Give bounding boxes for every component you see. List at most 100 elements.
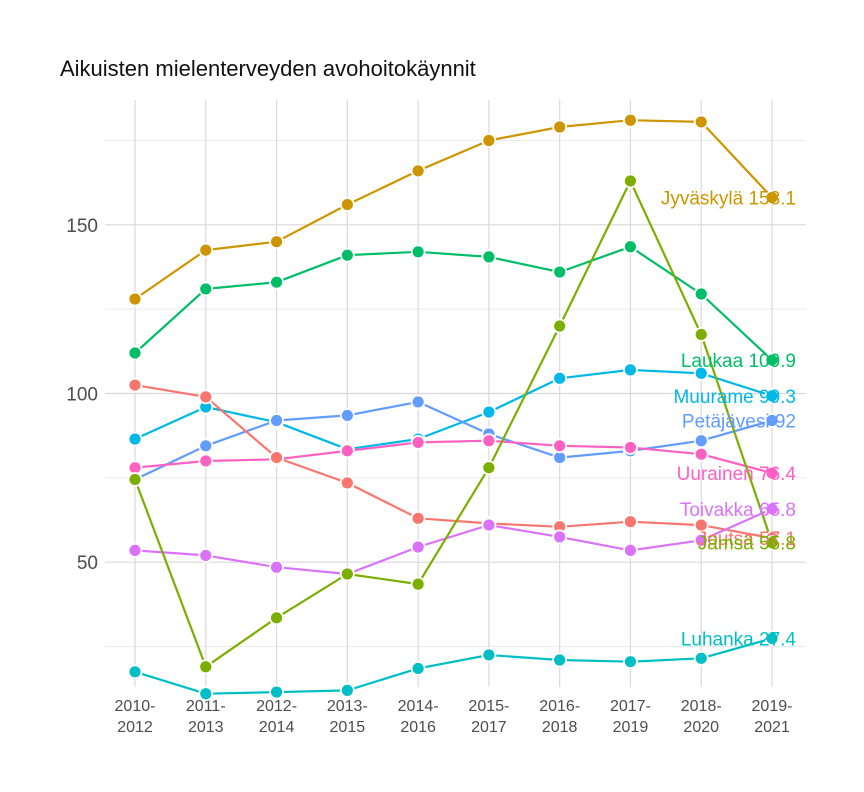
data-point-Jämsä: [269, 610, 284, 626]
data-point-Laukaa: [198, 281, 214, 297]
data-point-Luhanka: [198, 686, 214, 702]
grid: [105, 100, 806, 687]
data-point-Toivakka: [764, 501, 780, 517]
series-end-label: Jämsä 55.8: [698, 534, 796, 555]
series-line-Jämsä: [133, 179, 774, 668]
data-point-Laukaa: [552, 264, 568, 280]
series-line-Uurainen: [134, 439, 773, 475]
data-point-Joutsa: [127, 377, 143, 393]
x-axis: 2010-2012 2011-2013 2012-2014 2013-2015 2014…: [115, 698, 793, 736]
series-line-Jyväskylä: [134, 119, 773, 300]
data-point-Jämsä: [339, 566, 355, 582]
data-point-Luhanka: [552, 652, 568, 668]
x-tick-label: 2016-2018: [539, 698, 580, 736]
series-end-label: Laukaa 109.9: [681, 351, 796, 372]
data-point-Petäjävesi: [198, 438, 214, 454]
data-point-Laukaa: [269, 274, 284, 290]
x-tick-label: 2012-2014: [256, 698, 297, 736]
data-point-Uurainen: [623, 440, 638, 455]
data-point-Laukaa: [481, 249, 497, 265]
series-end-label: Uurainen 76.4: [677, 464, 797, 485]
data-point-Joutsa: [269, 450, 284, 465]
series-line-Toivakka: [134, 507, 773, 576]
data-point-Jämsä: [623, 173, 638, 189]
data-point-Jämsä: [481, 460, 497, 476]
data-point-Joutsa: [410, 510, 426, 526]
data-point-Joutsa: [339, 475, 355, 491]
data-point-Uurainen: [481, 433, 497, 449]
series-points: [127, 112, 780, 702]
data-point-Luhanka: [339, 682, 355, 698]
data-point-Joutsa: [198, 389, 214, 405]
data-point-Jyväskylä: [552, 119, 568, 135]
data-point-Petäjävesi: [269, 413, 284, 428]
data-point-Laukaa: [693, 286, 709, 302]
data-point-Toivakka: [410, 539, 426, 555]
chart-title: Aikuisten mielenterveyden avohoitokäynni…: [60, 56, 476, 81]
y-axis: 50 100 150: [66, 216, 98, 574]
data-point-Muurame: [481, 404, 497, 420]
data-point-Joutsa: [693, 517, 709, 533]
series-end-label: Toivakka 65.8: [680, 500, 796, 521]
x-tick-label: 2019-2021: [752, 698, 793, 736]
data-point-Uurainen: [552, 438, 568, 454]
data-point-Jämsä: [410, 576, 426, 592]
data-point-Toivakka: [693, 532, 709, 548]
data-point-Luhanka: [481, 647, 497, 663]
data-point-Toivakka: [481, 517, 497, 533]
data-point-Toivakka: [198, 548, 214, 563]
data-point-Jämsä: [764, 535, 780, 551]
data-point-Uurainen: [339, 443, 355, 459]
data-point-Luhanka: [410, 661, 426, 676]
data-point-Jyväskylä: [127, 291, 143, 307]
x-tick-label: 2017-2019: [610, 698, 651, 736]
data-point-Toivakka: [552, 529, 568, 545]
x-tick-label: 2014-2016: [398, 698, 439, 736]
series-line-Petäjävesi: [134, 400, 773, 481]
data-point-Luhanka: [269, 684, 284, 700]
data-point-Muurame: [552, 370, 568, 386]
data-point-Uurainen: [764, 465, 780, 481]
data-point-Petäjävesi: [339, 408, 355, 423]
data-point-Jyväskylä: [481, 133, 497, 148]
data-point-Muurame: [623, 362, 638, 378]
y-tick-label: 100: [66, 385, 98, 406]
data-point-Jyväskylä: [269, 234, 284, 250]
series-end-label: Petäjävesi 92: [682, 411, 796, 432]
data-point-Luhanka: [623, 654, 638, 670]
series-line-Laukaa: [134, 245, 773, 361]
series-labels: Jyväskylä 158.1 Laukaa 109.9 Muurame 99.3 P…: [661, 188, 797, 650]
series-line-Muurame: [134, 368, 773, 451]
series-end-label: Jyväskylä 158.1: [661, 188, 796, 209]
series-end-label: Muurame 99.3: [673, 387, 796, 408]
data-point-Jämsä: [127, 472, 143, 487]
data-point-Muurame: [764, 388, 780, 404]
data-point-Laukaa: [127, 345, 143, 361]
data-point-Jämsä: [693, 327, 709, 342]
series-line-Joutsa: [134, 384, 773, 540]
data-point-Laukaa: [623, 239, 638, 255]
series-end-label: Luhanka 27.4: [681, 629, 797, 650]
series-lines: [133, 119, 774, 695]
series-line-Luhanka: [134, 637, 773, 695]
data-point-Jämsä: [552, 318, 568, 334]
data-point-Jämsä: [198, 659, 214, 675]
y-tick-label: 50: [77, 553, 98, 574]
x-tick-label: 2011-2013: [186, 698, 226, 736]
data-point-Jyväskylä: [339, 197, 355, 212]
data-point-Muurame: [127, 431, 143, 447]
data-point-Laukaa: [764, 352, 780, 368]
data-point-Toivakka: [127, 542, 143, 558]
data-point-Jyväskylä: [693, 114, 709, 130]
x-tick-label: 2015-2017: [468, 698, 509, 736]
data-point-Petäjävesi: [693, 433, 709, 449]
data-point-Laukaa: [410, 244, 426, 260]
x-tick-label: 2018-2020: [681, 698, 722, 736]
data-point-Toivakka: [269, 559, 284, 575]
data-point-Jyväskylä: [198, 242, 214, 258]
series-end-label: Joutsa 57.1: [698, 529, 796, 550]
data-point-Uurainen: [410, 435, 426, 450]
data-point-Jyväskylä: [764, 190, 780, 205]
data-point-Uurainen: [693, 446, 709, 462]
